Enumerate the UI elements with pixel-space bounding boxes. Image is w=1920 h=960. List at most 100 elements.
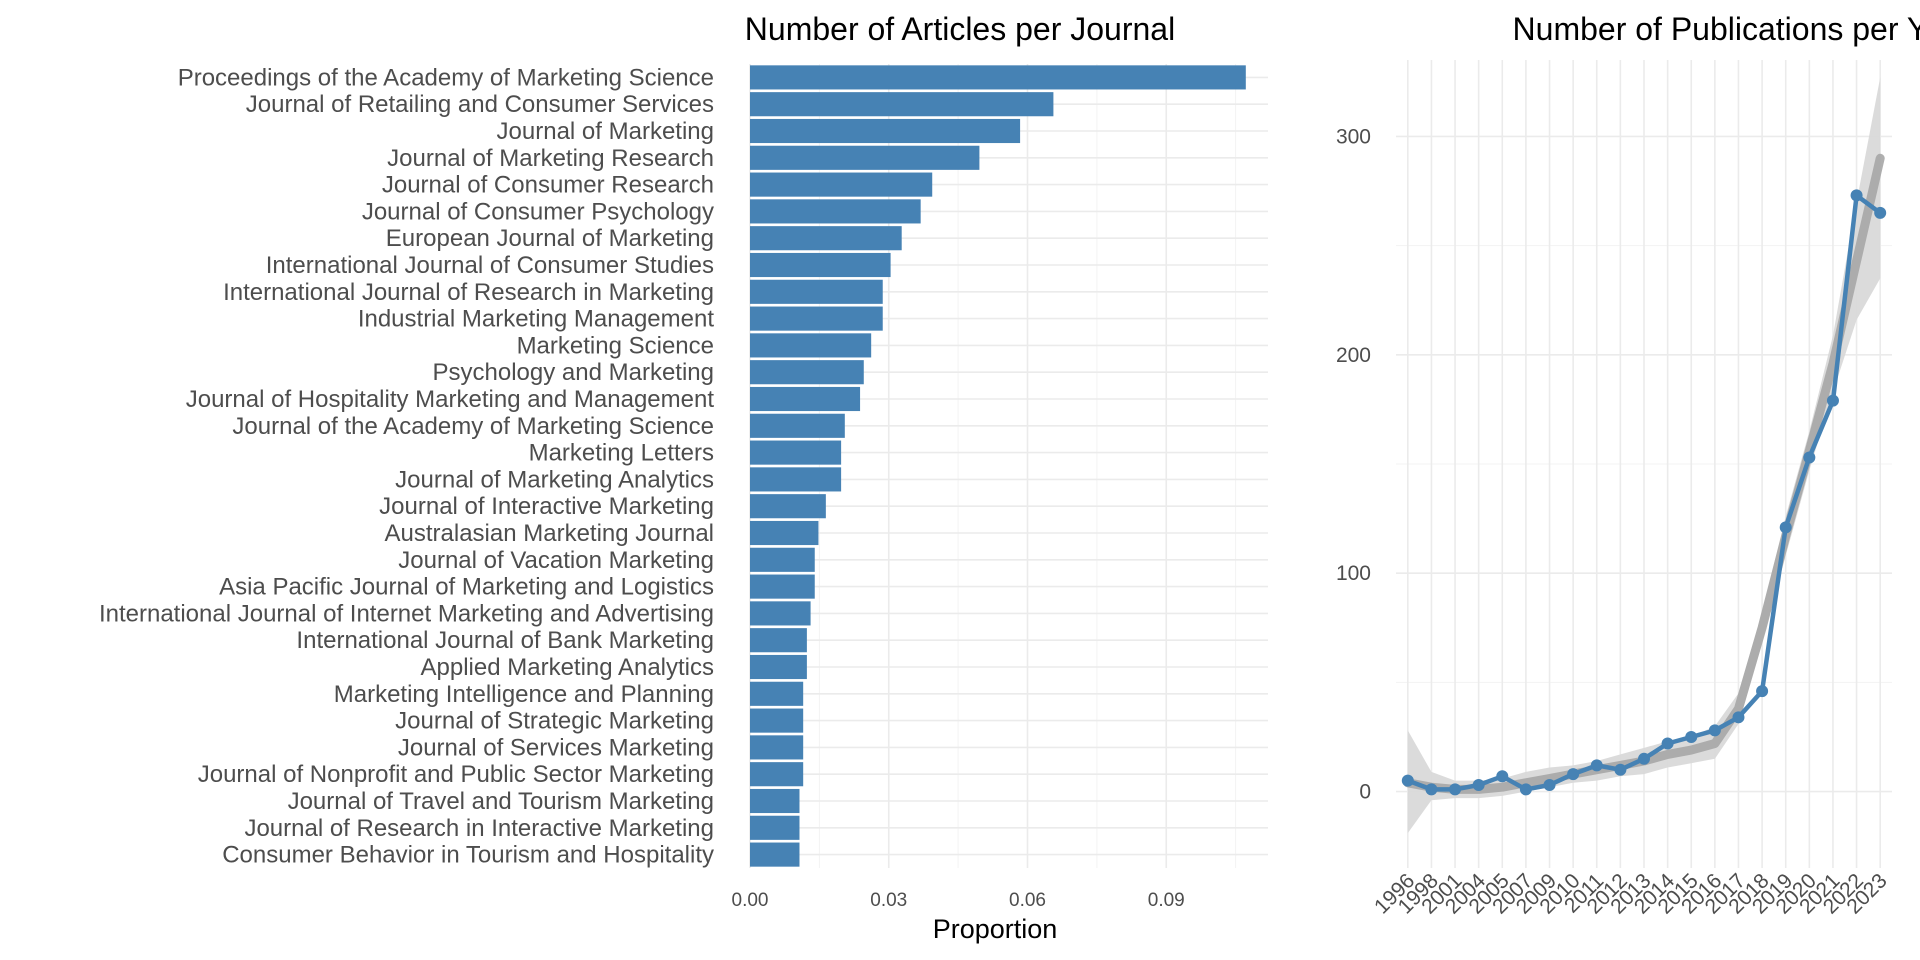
bar-category-label: Journal of Consumer Psychology — [362, 198, 714, 225]
bar-x-tick-label: 0.06 — [1009, 890, 1046, 911]
bar-x-tick-label: 0.09 — [1148, 890, 1185, 911]
data-point — [1732, 711, 1745, 724]
bar — [750, 467, 842, 492]
data-point — [1567, 768, 1580, 781]
bar-category-label: Australasian Marketing Journal — [385, 520, 715, 547]
data-point — [1685, 730, 1698, 743]
bar — [750, 145, 980, 170]
bar — [750, 574, 815, 599]
bar — [750, 118, 1021, 144]
data-point — [1519, 783, 1532, 796]
data-point — [1472, 779, 1485, 792]
bar — [750, 65, 1246, 90]
bar — [750, 842, 800, 867]
bar-category-label: Asia Pacific Journal of Marketing and Lo… — [219, 574, 714, 601]
bar — [750, 360, 864, 385]
bar-category-label: Journal of Research in Interactive Marke… — [244, 815, 714, 842]
bar-category-label: Journal of Services Marketing — [398, 734, 714, 761]
data-point — [1850, 189, 1863, 202]
bar — [750, 440, 842, 465]
bar-category-label: Journal of Interactive Marketing — [379, 493, 714, 520]
bar-category-label: Proceedings of the Academy of Marketing … — [178, 64, 714, 91]
bar — [750, 306, 883, 331]
bar-x-tick-label: 0.00 — [732, 890, 769, 911]
data-point — [1496, 770, 1509, 783]
bar — [750, 681, 804, 706]
bar-chart: Number of Articles per Journal Proceedin… — [99, 11, 1268, 944]
bar-chart-bars — [750, 65, 1246, 867]
bar — [750, 333, 872, 358]
data-point — [1874, 206, 1887, 219]
data-point — [1401, 774, 1414, 787]
bar — [750, 547, 815, 572]
bar — [750, 601, 811, 626]
bar-category-label: Industrial Marketing Management — [358, 306, 715, 333]
bar — [750, 92, 1054, 117]
bar — [750, 413, 845, 438]
bar-category-label: Marketing Letters — [529, 440, 714, 467]
bar-category-label: Journal of Marketing Analytics — [395, 466, 714, 493]
line-chart-x-tick-labels: 1996199820012004200520072009201020112012… — [1370, 869, 1892, 919]
line-y-tick-label: 0 — [1359, 781, 1371, 804]
bar-chart-x-tick-labels: 0.00 0.03 0.06 0.09 — [732, 890, 1185, 911]
bar-category-label: Journal of Consumer Research — [382, 172, 714, 199]
bar-category-label: Journal of Strategic Marketing — [395, 708, 714, 735]
line-chart: Number of Publications per Year 0 100 200 3… — [1336, 11, 1920, 919]
bar-category-label: International Journal of Consumer Studie… — [266, 252, 714, 279]
bar — [750, 279, 883, 304]
line-y-tick-label: 200 — [1336, 344, 1371, 367]
bar — [750, 199, 921, 224]
data-point — [1661, 737, 1674, 750]
bar — [750, 628, 807, 653]
data-point — [1779, 521, 1792, 534]
data-point — [1756, 685, 1769, 698]
data-point — [1449, 783, 1462, 796]
data-point — [1614, 763, 1627, 776]
bar-category-label: International Journal of Research in Mar… — [223, 279, 714, 306]
data-point — [1708, 724, 1721, 737]
bar-category-label: Psychology and Marketing — [433, 359, 714, 386]
bar-chart-title: Number of Articles per Journal — [745, 11, 1175, 47]
data-point — [1543, 779, 1556, 792]
data-point — [1826, 394, 1839, 407]
bar-category-label: Journal of Vacation Marketing — [398, 547, 714, 574]
bar-category-label: Journal of Marketing Research — [387, 145, 714, 172]
bar — [750, 520, 819, 546]
data-point — [1803, 451, 1816, 464]
bar — [750, 386, 861, 412]
bar — [750, 788, 800, 814]
line-y-tick-label: 300 — [1336, 125, 1371, 148]
bar-category-label: Journal of the Academy of Marketing Scie… — [232, 413, 714, 440]
data-point — [1638, 752, 1650, 765]
data-point — [1425, 783, 1438, 796]
bar-category-label: Consumer Behavior in Tourism and Hospita… — [222, 842, 714, 869]
bar — [750, 494, 826, 519]
bar-category-label: International Journal of Internet Market… — [99, 600, 714, 627]
bar-category-label: European Journal of Marketing — [386, 225, 714, 252]
line-chart-gridlines — [1396, 60, 1892, 868]
bar-category-label: Journal of Hospitality Marketing and Man… — [186, 386, 715, 413]
bar-category-label: Journal of Marketing — [497, 118, 714, 145]
bar-x-tick-label: 0.03 — [870, 890, 907, 911]
bar — [750, 226, 902, 251]
line-chart-y-tick-labels: 0 100 200 300 — [1336, 125, 1371, 803]
bar-category-label: Marketing Intelligence and Planning — [334, 681, 714, 708]
line-y-tick-label: 100 — [1336, 562, 1371, 585]
bar-category-label: Marketing Science — [517, 332, 714, 359]
bar-category-label: Journal of Nonprofit and Public Sector M… — [198, 761, 714, 788]
line-chart-points — [1401, 189, 1887, 796]
bar-chart-x-axis-label: Proportion — [933, 914, 1058, 944]
data-point — [1590, 759, 1603, 772]
bar — [750, 815, 800, 840]
bar — [750, 654, 807, 680]
bar-category-label: Journal of Travel and Tourism Marketing — [288, 788, 714, 815]
bar — [750, 172, 933, 197]
bar-chart-category-labels: Proceedings of the Academy of Marketing … — [99, 64, 714, 868]
line-chart-title: Number of Publications per Year — [1513, 11, 1920, 47]
bar-category-label: Applied Marketing Analytics — [421, 654, 714, 681]
bar — [750, 252, 891, 278]
bar — [750, 762, 804, 787]
bar — [750, 735, 804, 760]
bar — [750, 708, 804, 733]
